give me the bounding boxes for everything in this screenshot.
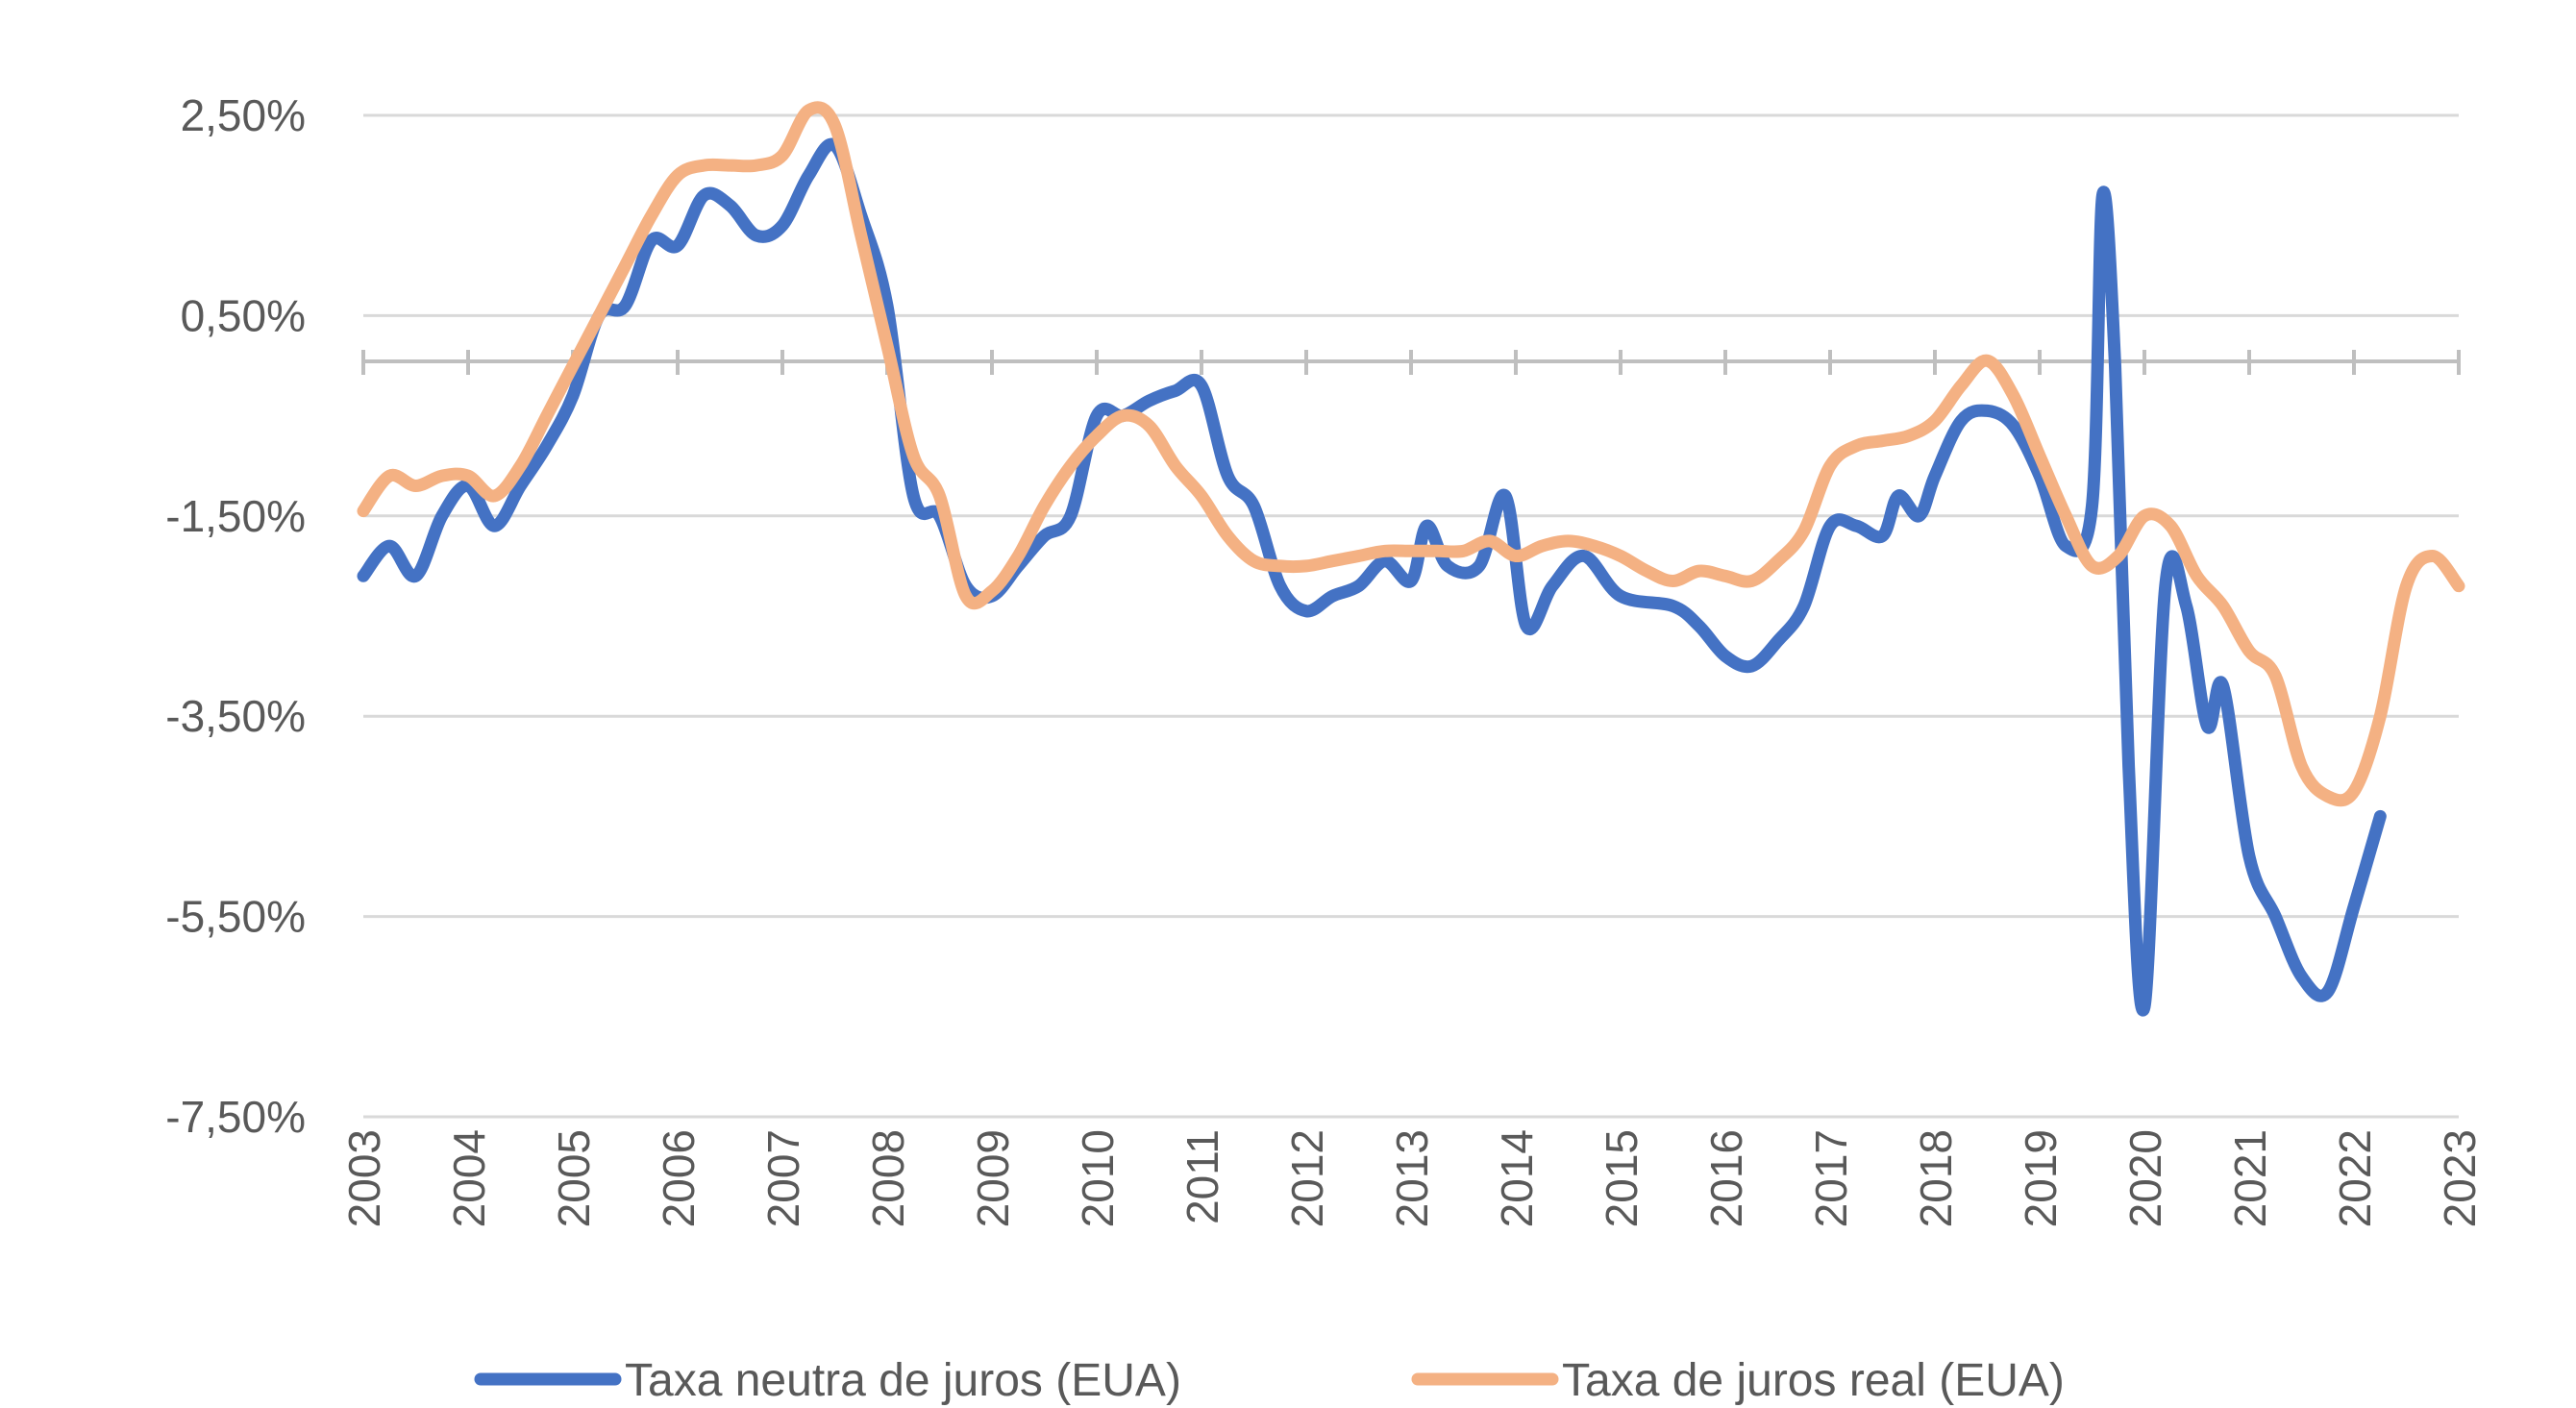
y-tick-label: 0,50% bbox=[181, 290, 306, 340]
series-line-taxa-neutra bbox=[357, 137, 2387, 1017]
x-tick-label: 2011 bbox=[1177, 1129, 1227, 1224]
series-line-taxa-real bbox=[357, 101, 2465, 807]
legend-label: Taxa neutra de juros (EUA) bbox=[625, 1355, 1181, 1406]
legend-label: Taxa de juros real (EUA) bbox=[1562, 1355, 2065, 1406]
x-tick-label: 2007 bbox=[758, 1129, 808, 1227]
series-lines bbox=[357, 101, 2465, 1017]
x-tick-label: 2010 bbox=[1073, 1129, 1123, 1227]
x-tick-label: 2006 bbox=[654, 1129, 704, 1227]
x-axis bbox=[361, 350, 2461, 375]
legend: Taxa neutra de juros (EUA) Taxa de juros … bbox=[474, 1355, 2065, 1406]
x-tick-label: 2004 bbox=[444, 1129, 494, 1227]
x-tick-label: 2023 bbox=[2435, 1129, 2485, 1227]
y-tick-label: 2,50% bbox=[181, 90, 306, 140]
x-tick-label: 2016 bbox=[1701, 1129, 1751, 1227]
y-tick-label: -5,50% bbox=[165, 892, 306, 942]
x-tick-label: 2021 bbox=[2225, 1129, 2275, 1227]
x-tick-label: 2009 bbox=[968, 1129, 1018, 1227]
x-tick-label: 2005 bbox=[549, 1129, 599, 1227]
x-tick-label: 2017 bbox=[1806, 1129, 1856, 1227]
y-axis-labels: 2,50% 0,50% -1,50% -3,50% -5,50% -7,50% bbox=[165, 90, 306, 1142]
x-tick-label: 2022 bbox=[2330, 1129, 2380, 1227]
x-tick-label: 2014 bbox=[1492, 1129, 1542, 1227]
x-tick-label: 2003 bbox=[339, 1129, 389, 1227]
y-tick-label: -3,50% bbox=[165, 691, 306, 741]
x-tick-label: 2019 bbox=[2016, 1129, 2066, 1227]
grid-lines bbox=[363, 113, 2459, 1119]
x-tick-label: 2018 bbox=[1911, 1129, 1961, 1227]
y-tick-label: -1,50% bbox=[165, 491, 306, 541]
x-tick-label: 2008 bbox=[863, 1129, 913, 1227]
x-tick-label: 2020 bbox=[2120, 1129, 2170, 1227]
x-axis-labels: 2003 2004 2005 2006 2007 2008 2009 2010 2011 2012… bbox=[339, 1129, 2485, 1227]
y-tick-label: -7,50% bbox=[165, 1092, 306, 1142]
x-tick-label: 2015 bbox=[1597, 1129, 1647, 1227]
x-tick-label: 2012 bbox=[1282, 1129, 1332, 1227]
x-tick-label: 2013 bbox=[1387, 1129, 1437, 1227]
